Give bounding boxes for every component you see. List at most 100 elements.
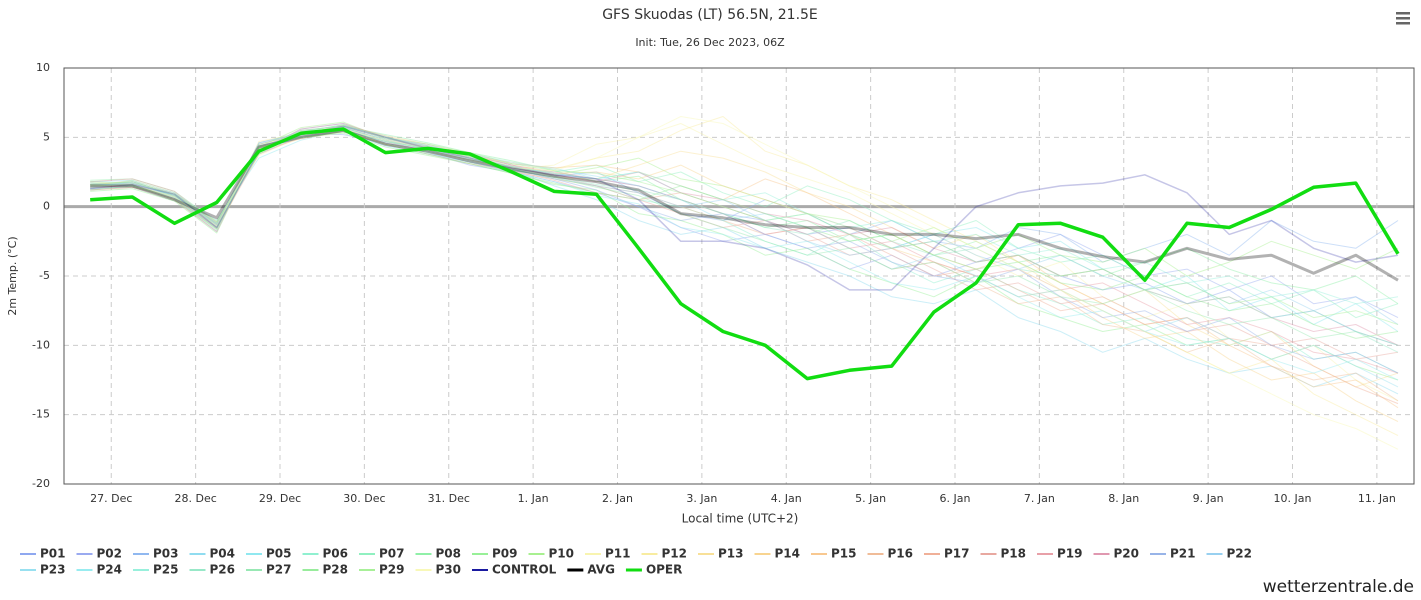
legend-label: P11	[605, 547, 631, 561]
series-line	[90, 124, 1399, 325]
series-line	[90, 124, 1399, 388]
legend-label: P27	[266, 563, 292, 577]
x-tick-label: 11. Jan	[1358, 492, 1396, 505]
series-line	[90, 131, 1399, 339]
legend-item[interactable]: OPER	[625, 563, 682, 577]
x-tick-label: 6. Jan	[940, 492, 971, 505]
legend-item[interactable]: P16	[867, 547, 914, 561]
legend-item[interactable]: P08	[415, 547, 462, 561]
series-line	[90, 131, 1399, 388]
legend-label: P10	[549, 547, 575, 561]
legend-item[interactable]: P14	[754, 547, 801, 561]
chart-title: GFS Skuodas (LT) 56.5N, 21.5E	[602, 7, 818, 23]
chart-subtitle: Init: Tue, 26 Dec 2023, 06Z	[635, 36, 785, 49]
legend-label: P21	[1170, 547, 1196, 561]
legend-item[interactable]: P30	[415, 563, 462, 577]
legend-item[interactable]: P19	[1037, 547, 1083, 561]
x-tick-label: 8. Jan	[1108, 492, 1139, 505]
series-line	[90, 125, 1399, 305]
x-tick-label: 5. Jan	[855, 492, 886, 505]
legend-item[interactable]: P28	[302, 563, 349, 577]
legend-label: P20	[1114, 547, 1140, 561]
legend-item[interactable]: P17	[924, 547, 970, 561]
legend-label: P28	[323, 563, 349, 577]
legend-label: P13	[718, 547, 744, 561]
legend-label: P12	[662, 547, 688, 561]
menu-button[interactable]	[1396, 12, 1410, 25]
legend-label: P18	[1001, 547, 1027, 561]
x-tick-label: 29. Dec	[259, 492, 301, 505]
legend-label: P02	[97, 547, 123, 561]
x-axis-label: Local time (UTC+2)	[682, 512, 799, 526]
series-line	[90, 128, 1399, 282]
legend-label: P19	[1057, 547, 1083, 561]
legend-item[interactable]: P11	[585, 547, 631, 561]
legend-label: P06	[323, 547, 349, 561]
x-tick-label: 31. Dec	[428, 492, 470, 505]
x-tick-label: 9. Jan	[1193, 492, 1224, 505]
legend-label: P05	[266, 547, 292, 561]
legend-item[interactable]: P12	[641, 547, 688, 561]
legend-item[interactable]: P18	[980, 547, 1027, 561]
series-line	[90, 123, 1399, 374]
legend-item[interactable]: P13	[698, 547, 744, 561]
series-line	[90, 123, 1399, 263]
legend-item[interactable]: P21	[1150, 547, 1196, 561]
legend-item[interactable]: P07	[359, 547, 405, 561]
series-line	[90, 131, 1399, 395]
legend-item[interactable]: P09	[472, 547, 518, 561]
legend-label: P09	[492, 547, 518, 561]
legend-item[interactable]: P02	[76, 547, 123, 561]
legend-item[interactable]: CONTROL	[472, 563, 557, 577]
legend-item[interactable]: P10	[528, 547, 575, 561]
series-line	[90, 125, 1399, 305]
legend-label: P08	[436, 547, 462, 561]
legend-item[interactable]: P05	[246, 547, 292, 561]
legend-item[interactable]: P25	[133, 563, 179, 577]
y-tick-label: -15	[32, 408, 50, 421]
x-tick-label: 7. Jan	[1024, 492, 1055, 505]
legend-label: CONTROL	[492, 563, 557, 577]
menu-bar	[1396, 22, 1410, 25]
series-line	[90, 121, 1399, 277]
legend-label: P26	[210, 563, 236, 577]
legend-item[interactable]: P01	[20, 547, 66, 561]
legend-label: P30	[436, 563, 462, 577]
legend-item[interactable]: P20	[1093, 547, 1140, 561]
series-line	[90, 131, 1399, 360]
legend-item[interactable]: P06	[302, 547, 349, 561]
x-tick-label: 3. Jan	[686, 492, 717, 505]
x-tick-label: 28. Dec	[174, 492, 216, 505]
legend-label: P14	[775, 547, 801, 561]
legend-item[interactable]: P29	[359, 563, 405, 577]
legend-item[interactable]: P23	[20, 563, 66, 577]
legend-label: P29	[379, 563, 405, 577]
series-line	[90, 129, 1399, 402]
series-line	[90, 123, 1399, 402]
legend-label: P07	[379, 547, 405, 561]
y-tick-label: 5	[43, 130, 50, 143]
x-tick-label: 30. Dec	[343, 492, 385, 505]
legend-item[interactable]: AVG	[567, 563, 615, 577]
y-tick-label: 10	[36, 61, 50, 74]
legend-label: AVG	[587, 563, 615, 577]
legend-item[interactable]: P04	[189, 547, 236, 561]
legend-item[interactable]: P03	[133, 547, 179, 561]
series-line	[90, 125, 1399, 405]
y-tick-label: -5	[39, 269, 50, 282]
legend-item[interactable]: P22	[1206, 547, 1253, 561]
x-tick-label: 27. Dec	[90, 492, 132, 505]
legend-label: P16	[888, 547, 914, 561]
legend-item[interactable]: P15	[811, 547, 857, 561]
series-line	[90, 127, 1399, 346]
y-tick-label: -10	[32, 338, 50, 351]
plot-frame	[63, 67, 1415, 485]
legend-label: P25	[153, 563, 179, 577]
legend-item[interactable]: P24	[76, 563, 123, 577]
series-line	[90, 129, 1399, 325]
legend-item[interactable]: P27	[246, 563, 292, 577]
legend-item[interactable]: P26	[189, 563, 236, 577]
y-tick-label: -20	[32, 477, 50, 490]
y-tick-label: 0	[43, 200, 50, 213]
